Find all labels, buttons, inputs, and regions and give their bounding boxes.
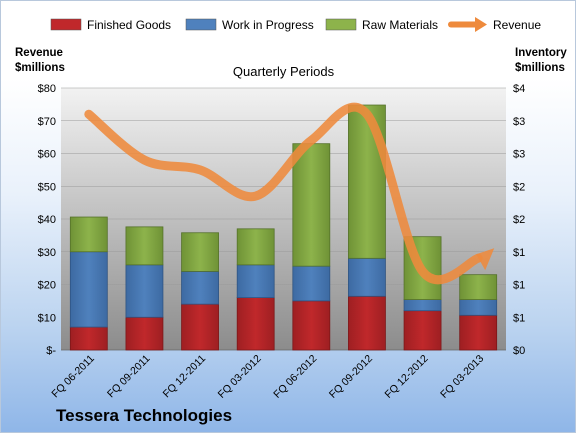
left-axis-tick-label: $60 [38, 149, 56, 161]
legend-swatch [325, 18, 357, 31]
bar-work-in-progress [69, 251, 108, 328]
bar-raw-materials [459, 274, 498, 300]
category-label: FQ 06-2012 [271, 353, 319, 401]
right-axis-tick-label: $2 [513, 214, 525, 226]
left-axis-tick-label: $50 [38, 181, 56, 193]
revenue-line [84, 102, 483, 285]
bar-raw-materials [69, 216, 108, 253]
right-axis-tick-label: $2 [513, 181, 525, 193]
bar-work-in-progress [348, 257, 386, 297]
legend-swatch [185, 18, 217, 31]
bar-finished-goods [236, 297, 275, 351]
bar-work-in-progress [459, 299, 498, 316]
left-axis-tick-label: $20 [38, 280, 56, 292]
bar-finished-goods [125, 316, 164, 351]
left-axis-tick-label: $70 [38, 116, 56, 128]
bar-work-in-progress [236, 264, 275, 299]
bar-raw-materials [181, 232, 219, 272]
bar-finished-goods [459, 314, 498, 351]
left-axis-tick-label: $30 [38, 247, 56, 259]
right-axis-tick-label: $0 [513, 345, 525, 357]
left-axis-tick-label: $80 [38, 83, 56, 95]
bar-work-in-progress [403, 299, 442, 312]
category-label: FQ 06-2011 [49, 353, 97, 401]
right-axis-tick-label: $3 [513, 149, 525, 161]
category-label: FQ 12-2012 [383, 353, 431, 401]
bar-raw-materials [125, 226, 164, 266]
bar-finished-goods [403, 310, 442, 351]
category-label: FQ 09-2011 [105, 353, 153, 401]
legend-swatch-arrow [475, 17, 487, 32]
left-axis-tick-label: $- [46, 345, 56, 357]
legend-label: Raw Materials [362, 18, 438, 32]
left-axis-tick-label: $10 [38, 312, 56, 324]
left-axis-tick-label: $40 [38, 214, 56, 226]
right-axis-tick-label: $4 [513, 83, 525, 95]
category-label: FQ 03-2012 [216, 353, 264, 401]
right-axis-title: Inventory [515, 47, 567, 59]
legend-label: Revenue [493, 18, 541, 32]
right-axis-title-unit: $millions [515, 62, 565, 74]
bar-raw-materials [236, 228, 275, 266]
bar-raw-materials [292, 143, 331, 267]
bar-raw-materials [348, 104, 386, 259]
bar-finished-goods [348, 295, 386, 351]
bar-finished-goods [69, 326, 108, 351]
left-axis-title: Revenue [15, 47, 63, 59]
left-axis-title-unit: $millions [15, 62, 65, 74]
category-label: FQ 09-2012 [327, 353, 375, 401]
bar-work-in-progress [292, 265, 331, 302]
right-axis-tick-label: $1 [513, 247, 525, 259]
company-name: Tessera Technologies [56, 406, 233, 425]
legend-label: Work in Progress [222, 18, 314, 32]
bar-finished-goods [181, 303, 219, 351]
bar-work-in-progress [125, 264, 164, 318]
right-axis-tick-label: $3 [513, 116, 525, 128]
bar-work-in-progress [181, 270, 219, 305]
right-axis-tick-label: $1 [513, 280, 525, 292]
bar-finished-goods [292, 300, 331, 351]
category-label: FQ 03-2013 [438, 353, 486, 401]
category-label: FQ 12-2011 [161, 353, 209, 401]
legend-swatch [50, 18, 82, 31]
chart-title: Quarterly Periods [233, 64, 335, 79]
legend-label: Finished Goods [87, 18, 171, 32]
right-axis-tick-label: $1 [513, 312, 525, 324]
revenue-line-arrowhead [476, 248, 495, 271]
